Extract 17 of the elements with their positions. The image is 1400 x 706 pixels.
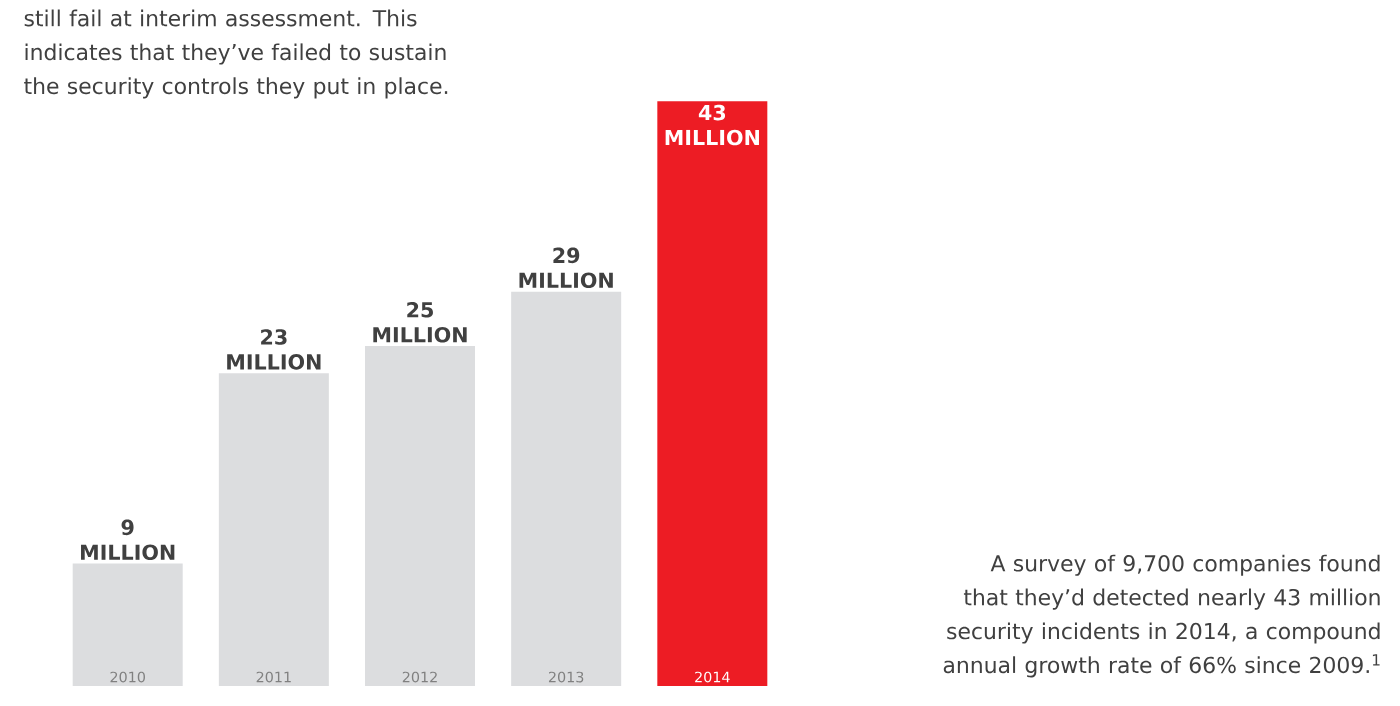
x-tick-label: 2013	[548, 671, 584, 683]
bar	[657, 101, 768, 686]
x-tick-label: 2012	[402, 671, 437, 683]
data-label: 43 MILLION	[665, 104, 759, 146]
text: still fail at interim assessment. This indicates that they’ve failed to sustain the security controls they put in place.	[24, 9, 448, 99]
data-label: 29 MILLION	[519, 247, 613, 289]
bar	[72, 563, 183, 686]
text: A survey of 9,700 companies found that they’d detected nearly 43 million security incidents in 2014, a compound annual growth rate of 66% since 2009.$^{1}$	[943, 554, 1380, 678]
data-label: 9 MILLION	[81, 519, 175, 561]
data-label: 23 MILLION	[227, 329, 321, 370]
x-tick-label: 2011	[256, 671, 291, 683]
bar	[218, 373, 329, 686]
data-label: 25 MILLION	[373, 301, 467, 343]
bar	[365, 346, 476, 686]
x-tick-label: 2010	[110, 671, 145, 683]
x-tick-label: 2014	[695, 671, 730, 683]
bar	[511, 291, 622, 686]
